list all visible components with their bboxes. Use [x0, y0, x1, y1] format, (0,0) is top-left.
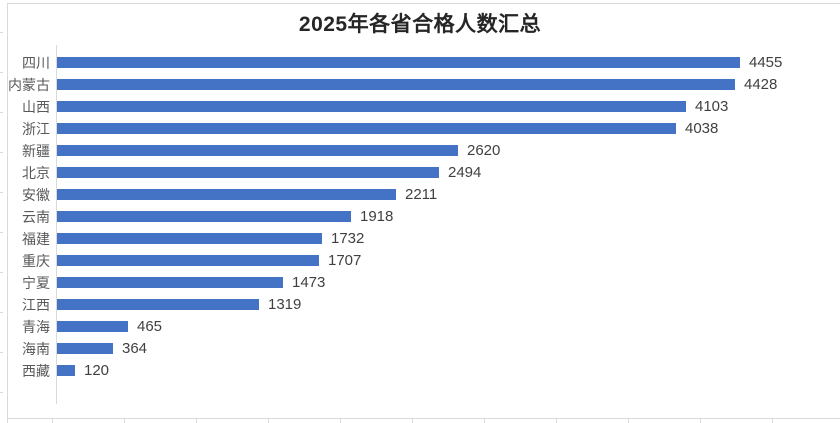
bar-row: 浙江 4038 [0, 118, 840, 140]
value-label: 364 [122, 340, 148, 357]
value-axis-tick [52, 419, 53, 423]
bar [57, 299, 259, 310]
chart-border-left [7, 3, 8, 423]
bar [57, 189, 396, 200]
value-label: 1319 [268, 296, 302, 313]
value-axis-tick [484, 419, 485, 423]
category-label: 浙江 [22, 121, 50, 137]
value-label: 2211 [405, 186, 438, 203]
value-label: 1918 [360, 208, 394, 225]
sheet-gridline-stub [0, 112, 3, 113]
bar [57, 57, 740, 68]
bar-row: 山西 4103 [0, 96, 840, 118]
value-axis-tick [772, 419, 773, 423]
bar [57, 211, 351, 222]
bar-row: 四川 4455 [0, 52, 840, 74]
bar-row: 宁夏 1473 [0, 272, 840, 294]
category-label: 云南 [22, 209, 50, 225]
category-label: 四川 [22, 55, 50, 71]
bar-row: 重庆 1707 [0, 250, 840, 272]
bar [57, 321, 128, 332]
value-label: 2620 [467, 142, 501, 159]
sheet-gridline-stub [0, 352, 3, 353]
value-axis-tick [340, 419, 341, 423]
bar [57, 79, 735, 90]
value-label: 4038 [685, 120, 719, 137]
value-axis-line [7, 418, 840, 419]
category-label: 青海 [22, 319, 50, 335]
value-label: 4455 [749, 54, 783, 71]
value-axis-tick [124, 419, 125, 423]
bar [57, 101, 686, 112]
value-label: 1732 [331, 230, 365, 247]
value-label: 1473 [292, 274, 326, 291]
value-axis-tick [196, 419, 197, 423]
category-label: 福建 [22, 231, 50, 247]
sheet-gridline-stub [0, 272, 3, 273]
category-label: 内蒙古 [8, 77, 50, 93]
bar [57, 233, 322, 244]
category-label: 新疆 [22, 143, 50, 159]
bar-row: 新疆 2620 [0, 140, 840, 162]
bar-row: 内蒙古 4428 [0, 74, 840, 96]
value-label: 1707 [328, 252, 362, 269]
bar [57, 145, 458, 156]
sheet-gridline-stub [0, 72, 3, 73]
category-label: 安徽 [22, 187, 50, 203]
value-label: 2494 [448, 164, 482, 181]
bar-row: 海南 364 [0, 338, 840, 360]
sheet-gridline-stub [0, 152, 3, 153]
bar-row: 西藏 120 [0, 360, 840, 382]
chart-title: 2025年各省合格人数汇总 [298, 13, 542, 36]
sheet-gridline-stub [0, 192, 3, 193]
value-axis-tick [628, 419, 629, 423]
bar [57, 343, 113, 354]
value-axis-tick [268, 419, 269, 423]
category-axis-line [56, 45, 57, 404]
value-label: 120 [84, 362, 110, 379]
bar-row: 福建 1732 [0, 228, 840, 250]
bar-row: 江西 1319 [0, 294, 840, 316]
bar-row: 青海 465 [0, 316, 840, 338]
bar [57, 123, 676, 134]
category-label: 重庆 [22, 253, 50, 269]
value-label: 4428 [744, 76, 778, 93]
value-axis-tick [700, 419, 701, 423]
bar-row: 云南 1918 [0, 206, 840, 228]
chart-border-top [7, 3, 840, 4]
bar-row: 北京 2494 [0, 162, 840, 184]
sheet-gridline-stub [0, 312, 3, 313]
value-label: 465 [137, 318, 163, 335]
category-label: 西藏 [22, 363, 50, 379]
category-label: 海南 [22, 341, 50, 357]
category-label: 山西 [22, 99, 50, 115]
category-label: 北京 [22, 165, 50, 181]
bar [57, 167, 439, 178]
category-label: 宁夏 [22, 275, 50, 291]
value-label: 4103 [695, 98, 729, 115]
bar [57, 365, 75, 376]
sheet-gridline-stub [0, 232, 3, 233]
category-label: 江西 [22, 297, 50, 313]
sheet-gridline-stub [0, 392, 3, 393]
bar [57, 255, 319, 266]
value-axis-tick [412, 419, 413, 423]
bar-row: 安徽 2211 [0, 184, 840, 206]
bar [57, 277, 283, 288]
value-axis-tick [556, 419, 557, 423]
sheet-gridline-stub [0, 32, 3, 33]
